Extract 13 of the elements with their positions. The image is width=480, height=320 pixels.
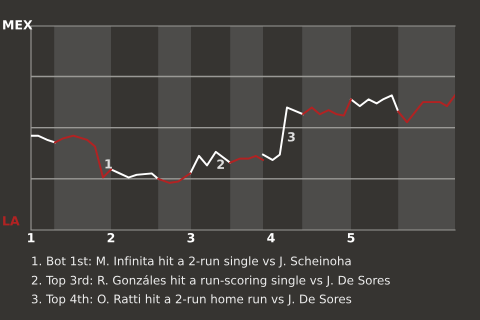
x-tick-label: 1 [28, 233, 34, 242]
x-tick-label: 3 [187, 233, 194, 242]
text: 1. Bot 1st: M. Infinita hit a 2-run single vs J. Scheinoha [32, 256, 351, 268]
x-tick-label: 4 [267, 233, 275, 242]
text: LA [3, 216, 20, 226]
annotation: 1 [105, 159, 112, 168]
x-tick-label: 2 [108, 233, 114, 242]
text: 3. Top 4th: O. Ratti hit a 2-run home run vs J. De Sores [32, 294, 352, 306]
annotation: 3 [288, 132, 295, 142]
annotation: 2 [217, 160, 224, 169]
x-tick-label: 5 [348, 233, 354, 242]
text: 2. Top 3rd: R. Gonzáles hit a run-scoring single vs J. De Sores [32, 275, 390, 287]
text: MEX [3, 20, 32, 30]
